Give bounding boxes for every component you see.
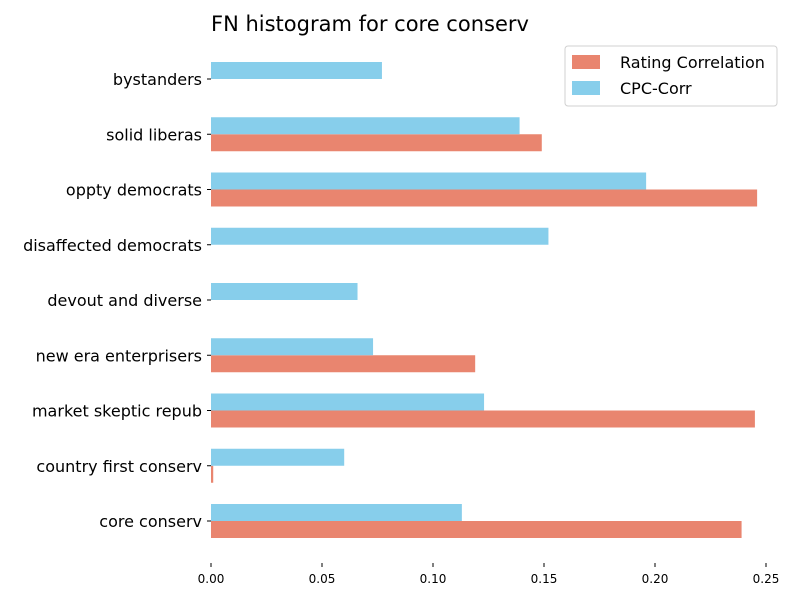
x-tick-label: 0.25 (753, 572, 780, 586)
y-tick-label: solid liberas (106, 125, 202, 144)
bar-cpc-corr-oppty-democrats (211, 172, 647, 190)
x-tick-label: 0.00 (198, 572, 225, 586)
bar-cpc-corr-new-era-enterprisers (211, 338, 374, 356)
y-tick-label: devout and diverse (47, 291, 202, 310)
y-tick-labels: core conserv country first conserv market … (23, 70, 211, 531)
bar-rating-correlation-solid-liberas (211, 134, 542, 152)
legend: Rating Correlation CPC-Corr (564, 45, 778, 107)
bar-rating-correlation-oppty-democrats (211, 189, 758, 207)
x-tick-label: 0.05 (309, 572, 336, 586)
legend-label-cpc-corr: CPC-Corr (620, 79, 692, 98)
bar-cpc-corr-disaffected-democrats (211, 227, 549, 245)
bar-cpc-corr-core-conserv (211, 504, 462, 521)
legend-swatch-cpc-corr (572, 81, 600, 95)
bar-rating-correlation-country-first-conserv (211, 465, 214, 483)
bar-cpc-corr-solid-liberas (211, 117, 520, 135)
bars-group (211, 62, 758, 538)
bar-cpc-corr-market-skeptic-repub (211, 393, 485, 411)
legend-label-rating-correlation: Rating Correlation (620, 53, 765, 72)
bar-cpc-corr-country-first-conserv (211, 448, 345, 466)
y-tick-label: core conserv (99, 512, 202, 531)
bar-rating-correlation-new-era-enterprisers (211, 355, 476, 373)
y-tick-label: oppty democrats (66, 181, 202, 200)
bar-rating-correlation-core-conserv (211, 521, 742, 538)
legend-frame (564, 45, 778, 107)
legend-swatch-rating-correlation (572, 55, 600, 69)
bar-cpc-corr-devout-and-diverse (211, 283, 358, 300)
y-tick-label: country first conserv (36, 457, 202, 476)
y-tick-label: disaffected democrats (23, 236, 202, 255)
y-tick-label: bystanders (113, 70, 202, 89)
bar-cpc-corr-bystanders (211, 62, 382, 79)
x-tick-label: 0.10 (420, 572, 447, 586)
bar-rating-correlation-market-skeptic-repub (211, 410, 755, 428)
chart-title: FN histogram for core conserv (211, 12, 529, 36)
x-tick-label: 0.20 (642, 572, 669, 586)
y-tick-label: new era enterprisers (36, 346, 202, 365)
y-tick-label: market skeptic repub (32, 402, 202, 421)
x-ticks: 0.00 0.05 0.10 0.15 0.20 0.25 (198, 563, 780, 586)
x-tick-label: 0.15 (531, 572, 558, 586)
